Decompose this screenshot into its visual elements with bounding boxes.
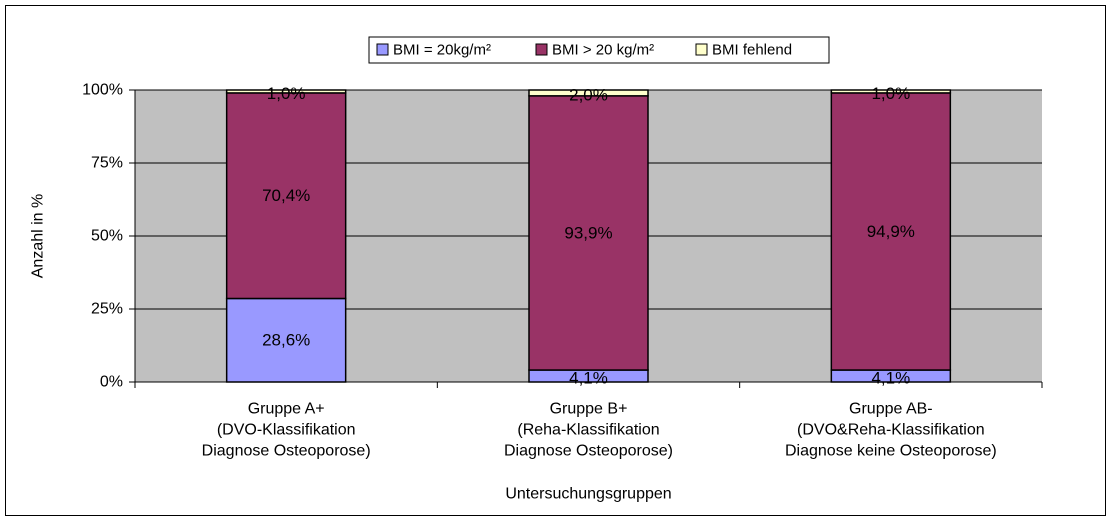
x-category-label: Gruppe A+ — [248, 401, 325, 418]
y-tick-label: 25% — [91, 301, 123, 318]
chart-frame: 0% 25% 50% 75% 100% 28,6% 70,4% 1,0% 4,1% 93,9% 2,… — [5, 5, 1106, 516]
bar-segment — [830, 92, 952, 371]
legend-swatch — [376, 43, 389, 56]
legend-label: BMI fehlend — [712, 42, 792, 59]
y-tick-label: 75% — [91, 155, 123, 172]
bar-segment — [830, 89, 952, 94]
data-label: 94,9% — [867, 222, 915, 241]
legend-swatch — [695, 43, 708, 56]
legend-swatch — [535, 43, 548, 56]
y-tick-label: 100% — [82, 82, 123, 99]
data-label: 4,1% — [871, 369, 910, 388]
data-label: 1,0% — [267, 84, 306, 103]
x-category-label: Diagnose keine Osteoporose) — [785, 443, 997, 460]
data-label: 2,0% — [569, 85, 608, 104]
x-category-label: Gruppe B+ — [550, 401, 628, 418]
legend-label: BMI = 20kg/m² — [393, 42, 491, 59]
y-tick-label: 0% — [100, 374, 123, 391]
legend — [368, 36, 830, 64]
data-label: 70,4% — [262, 186, 310, 205]
data-label: 93,9% — [564, 223, 612, 242]
y-tick-label: 50% — [91, 228, 123, 245]
data-label: 28,6% — [262, 331, 310, 350]
x-category-label: Gruppe AB- — [849, 401, 933, 418]
bar-segment — [528, 89, 649, 97]
bar-segment — [225, 89, 347, 94]
y-axis-title: Anzahl in % — [30, 194, 47, 279]
stacked-bar-chart: 0% 25% 50% 75% 100% 28,6% 70,4% 1,0% 4,1% 93,9% 2,… — [30, 36, 1043, 503]
legend-label: BMI > 20 kg/m² — [552, 42, 654, 59]
x-axis-title: Untersuchungsgruppen — [505, 486, 671, 503]
x-category-label: (Reha-Klassifikation — [517, 422, 659, 439]
data-label: 1,0% — [871, 84, 910, 103]
bar-segment — [528, 95, 649, 371]
x-category-label: Diagnose Osteoporose) — [202, 443, 371, 460]
data-label: 4,1% — [569, 369, 608, 388]
x-category-label: (DVO&Reha-Klassifikation — [797, 422, 985, 439]
x-category-label: Diagnose Osteoporose) — [504, 443, 673, 460]
x-category-label: (DVO-Klassifikation — [217, 422, 356, 439]
